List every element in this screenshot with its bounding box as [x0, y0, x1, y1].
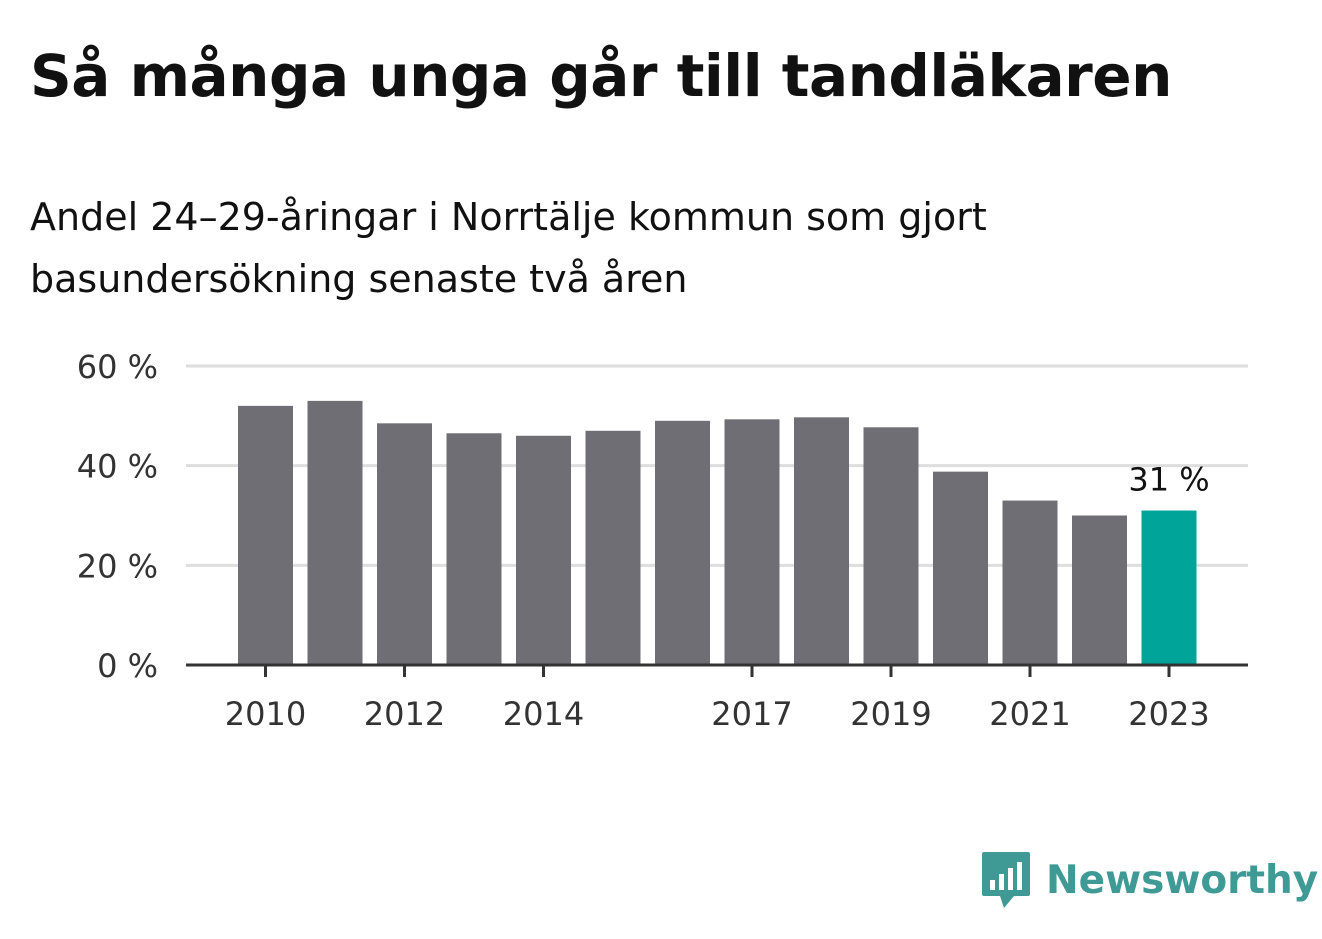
- y-tick-label: 0 %: [97, 647, 158, 685]
- newsworthy-logo: Newsworthy: [980, 850, 1318, 910]
- bar-2014: [516, 435, 571, 665]
- bar-2013: [446, 433, 502, 665]
- bar-2015: [585, 430, 641, 665]
- y-tick-label: 40 %: [77, 448, 158, 486]
- bar-2018: [794, 417, 849, 665]
- y-tick-label: 60 %: [77, 348, 158, 386]
- bar-2010: [238, 405, 293, 665]
- x-tick-label: 2019: [850, 695, 931, 733]
- chart-subtitle: Andel 24–29-åringar i Norrtälje kommun s…: [30, 195, 987, 301]
- y-tick-label: 20 %: [77, 547, 158, 585]
- bar-2011: [307, 400, 363, 665]
- x-tick-label: 2021: [989, 695, 1070, 733]
- newsworthy-logo-icon: [982, 852, 1030, 908]
- bar-2016: [655, 420, 710, 665]
- x-tick-label: 2010: [225, 695, 306, 733]
- bar-2012: [377, 423, 432, 665]
- grid-lines: [186, 364, 1248, 567]
- x-tick-label: 2017: [711, 695, 792, 733]
- bar-2021: [1002, 500, 1058, 665]
- axes: [186, 663, 1248, 677]
- bars: [238, 400, 1197, 665]
- brand-name: Newsworthy: [1046, 857, 1319, 903]
- bar-2020: [933, 471, 988, 665]
- bar-2017: [724, 419, 780, 665]
- chart-title: Så många unga går till tandläkaren: [30, 42, 1172, 110]
- bar-2019: [863, 427, 919, 665]
- bar-2022: [1072, 515, 1127, 665]
- bar-2023: [1141, 510, 1197, 665]
- highlight-data-label: 31 %: [1128, 461, 1209, 499]
- x-tick-label: 2014: [503, 695, 584, 733]
- x-tick-label: 2012: [364, 695, 445, 733]
- labels: 0 % 20 % 40 % 60 % 2010 2012 2014 2017 2019 2021 2…: [77, 348, 1210, 733]
- x-tick-label: 2023: [1128, 695, 1209, 733]
